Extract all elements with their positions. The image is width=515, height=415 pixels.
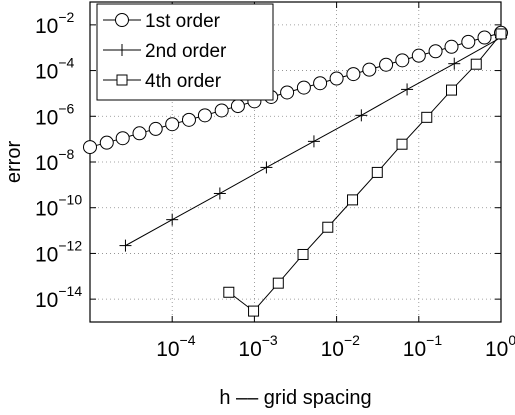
y-tick-label: 10−6	[35, 100, 75, 129]
data-point	[428, 44, 443, 59]
data-point	[495, 28, 507, 40]
legend-label: 4th order	[145, 71, 222, 92]
x-tick-label: 100	[485, 332, 515, 361]
data-point	[83, 140, 97, 155]
data-point	[181, 112, 196, 127]
data-point	[119, 239, 132, 252]
data-point	[280, 85, 295, 100]
data-point	[197, 108, 212, 123]
data-point	[322, 221, 334, 233]
legend: 1st order 2nd order 4th order	[96, 3, 274, 101]
tick-marks	[90, 2, 502, 322]
x-tick-label: 10−1	[403, 332, 443, 361]
data-point	[230, 99, 245, 114]
data-point	[379, 57, 394, 72]
data-point	[148, 121, 163, 136]
legend-label: 2nd order	[145, 41, 227, 62]
data-point	[446, 84, 458, 96]
x-tick-label: 10−3	[238, 332, 278, 361]
data-point	[355, 109, 368, 122]
data-point	[248, 305, 260, 317]
data-point	[347, 194, 359, 206]
y-axis-label: error	[3, 141, 25, 184]
data-point	[401, 83, 414, 96]
y-tick-label: 10−8	[35, 146, 75, 175]
y-tick-labels: 10−14 10−12 10−10 10−8 10−6 10−4 10−2	[35, 9, 82, 312]
x-tick-label: 10−4	[156, 332, 196, 361]
data-point	[362, 62, 377, 77]
legend-marker	[115, 13, 129, 27]
data-point	[115, 131, 130, 146]
data-point	[223, 286, 235, 298]
data-point	[214, 103, 229, 118]
x-axis-label: h –– grid spacing	[219, 387, 371, 409]
data-point	[470, 58, 482, 70]
legend-label: 1st order	[145, 11, 221, 32]
y-tick-label: 10−2	[35, 9, 75, 38]
data-point	[461, 34, 476, 49]
x-tick-labels: 10−4 10−3 10−2 10−1 100	[156, 332, 515, 361]
data-point	[421, 111, 433, 123]
data-point	[307, 135, 320, 148]
data-point	[444, 39, 459, 54]
data-point	[165, 117, 180, 132]
data-point	[99, 135, 114, 150]
data-point	[166, 213, 179, 226]
y-tick-label: 10−10	[35, 192, 82, 221]
series-group	[83, 25, 508, 317]
data-point	[132, 126, 147, 141]
x-tick-label: 10−2	[321, 332, 361, 361]
y-tick-label: 10−12	[35, 237, 82, 266]
data-point	[297, 248, 309, 260]
legend-item: 4th order	[103, 71, 222, 92]
data-point	[272, 277, 284, 289]
data-point	[396, 138, 408, 150]
data-point	[329, 71, 344, 86]
y-tick-label: 10−14	[35, 283, 82, 312]
data-point	[313, 76, 328, 91]
data-point	[395, 53, 410, 68]
data-point	[448, 57, 461, 70]
data-point	[260, 161, 273, 174]
data-point	[411, 48, 426, 63]
data-point	[371, 166, 383, 178]
legend-marker	[116, 44, 128, 56]
data-point	[346, 67, 361, 82]
legend-item: 2nd order	[103, 41, 227, 62]
series-3	[223, 28, 507, 317]
data-point	[477, 30, 492, 45]
data-point	[296, 80, 311, 95]
legend-marker	[116, 74, 128, 86]
y-tick-label: 10−4	[35, 55, 75, 84]
data-point	[213, 187, 226, 200]
legend-item: 1st order	[103, 11, 221, 32]
